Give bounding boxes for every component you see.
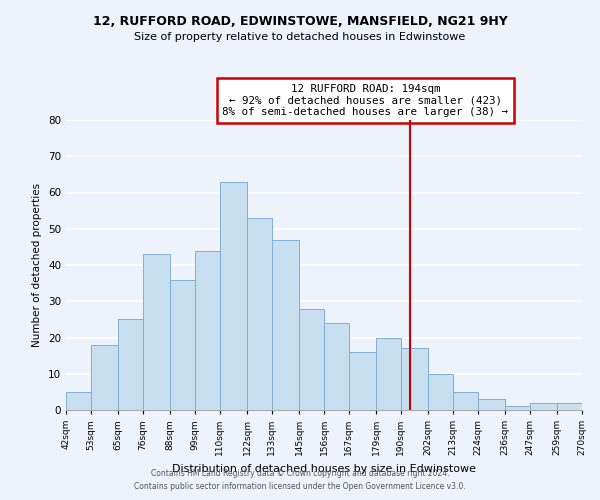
Text: Size of property relative to detached houses in Edwinstowe: Size of property relative to detached ho… xyxy=(134,32,466,42)
Text: Contains public sector information licensed under the Open Government Licence v3: Contains public sector information licen… xyxy=(134,482,466,491)
Bar xyxy=(428,374,453,410)
Bar xyxy=(170,280,195,410)
Bar xyxy=(299,308,324,410)
Bar xyxy=(195,250,220,410)
Bar xyxy=(478,399,505,410)
Text: 12, RUFFORD ROAD, EDWINSTOWE, MANSFIELD, NG21 9HY: 12, RUFFORD ROAD, EDWINSTOWE, MANSFIELD,… xyxy=(92,15,508,28)
Bar xyxy=(557,403,582,410)
Bar xyxy=(530,403,557,410)
Bar xyxy=(505,406,530,410)
Text: 12 RUFFORD ROAD: 194sqm  
← 92% of detached houses are smaller (423)
8% of semi-: 12 RUFFORD ROAD: 194sqm ← 92% of detache… xyxy=(222,84,508,117)
Bar xyxy=(91,345,118,410)
Bar xyxy=(220,182,247,410)
Y-axis label: Number of detached properties: Number of detached properties xyxy=(32,183,43,347)
Bar xyxy=(143,254,170,410)
Text: Contains HM Land Registry data © Crown copyright and database right 2024.: Contains HM Land Registry data © Crown c… xyxy=(151,468,449,477)
Bar xyxy=(349,352,376,410)
Bar xyxy=(247,218,272,410)
X-axis label: Distribution of detached houses by size in Edwinstowe: Distribution of detached houses by size … xyxy=(172,464,476,473)
Bar xyxy=(66,392,91,410)
Bar xyxy=(118,320,143,410)
Bar xyxy=(401,348,428,410)
Bar xyxy=(376,338,401,410)
Bar xyxy=(272,240,299,410)
Bar xyxy=(453,392,478,410)
Bar xyxy=(324,323,349,410)
